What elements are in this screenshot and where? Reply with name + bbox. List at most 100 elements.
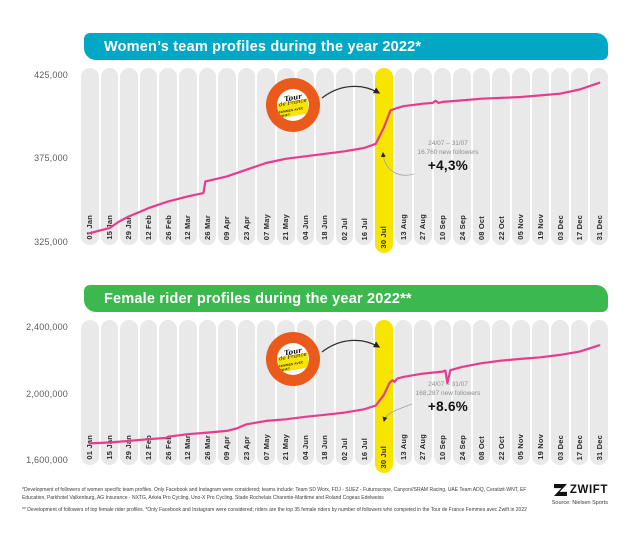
x-axis-label: 02 Jul (340, 217, 350, 240)
x-axis-label: 23 Apr (242, 215, 252, 240)
x-axis-pills-riders: 01 Jan 15 Jan 29 Jan 12 Feb 26 Feb 12 Mar 26 M… (81, 320, 609, 473)
logo-ring: Tour de France FEMMES AVEC ZWIFT (266, 332, 320, 386)
logo-ring: Tour de France FEMMES AVEC ZWIFT (266, 78, 320, 132)
chart-title-teams: Women’s team profiles during the year 20… (104, 38, 422, 55)
x-axis-label: 04 Jun (300, 215, 310, 240)
y-axis-label: 2,400,000 (26, 322, 68, 332)
x-axis-pills-teams: 01 Jan 15 Jan 29 Jan 12 Feb 26 Feb 12 Mar 26 M… (81, 68, 609, 253)
x-axis-label: 21 May (281, 433, 291, 460)
x-tick-pill-highlight: 30 Jul (374, 320, 393, 473)
x-axis-label: 22 Oct (496, 435, 506, 460)
x-axis-label: 13 Aug (398, 214, 408, 240)
x-axis-label: 17 Dec (575, 214, 585, 240)
x-axis-label: 29 Jan (124, 215, 134, 240)
x-axis-label: 23 Apr (242, 435, 252, 460)
x-tick-pill: 23 Apr (237, 68, 256, 245)
x-tick-pill-highlight: 30 Jul (374, 68, 393, 253)
x-axis-label: 27 Aug (418, 434, 428, 460)
tour-de-france-femmes-logo: Tour de France FEMMES AVEC ZWIFT (266, 78, 320, 132)
x-tick-pill: 19 Nov (531, 320, 550, 465)
x-tick-pill: 29 Jan (120, 320, 138, 465)
x-axis-label: 10 Sep (437, 434, 447, 460)
x-axis-label: 08 Oct (477, 435, 487, 460)
x-tick-pill: 09 Apr (218, 320, 236, 465)
x-axis-label: 29 Jan (124, 435, 134, 460)
x-tick-pill: 12 Mar (178, 320, 197, 465)
x-axis-label: 13 Aug (398, 434, 408, 460)
x-axis-label: 16 Jul (359, 217, 369, 240)
x-axis-label: 31 Dec (594, 434, 604, 460)
x-axis-label: 26 Feb (163, 435, 173, 460)
logo-core: Tour de France FEMMES AVEC ZWIFT (277, 343, 309, 375)
x-axis-label: 08 Oct (477, 215, 487, 240)
y-axis-label: 1,600,000 (26, 455, 68, 465)
annotation-period: 24/07 – 31/07 (428, 140, 468, 147)
y-axis-label: 375,000 (34, 153, 68, 163)
x-tick-pill: 01 Jan (81, 320, 99, 465)
x-axis-label: 07 May (261, 433, 271, 460)
x-tick-pill: 05 Nov (512, 68, 530, 245)
x-tick-pill: 29 Jan (120, 68, 138, 245)
x-axis-label: 03 Dec (555, 434, 565, 460)
chart-title-banner-teams: Women’s team profiles during the year 20… (84, 33, 608, 60)
x-axis-label: 15 Jan (104, 435, 114, 460)
x-axis-label: 18 Jun (320, 215, 330, 240)
x-tick-pill: 15 Jan (100, 68, 119, 245)
annotation-teams: 24/07 – 31/07 16.760 new followers +4,3% (393, 139, 503, 173)
source-credit: Source: Nielsen Sports (551, 500, 608, 506)
x-tick-pill: 26 Mar (198, 320, 217, 465)
x-tick-pill: 16 Jul (355, 320, 373, 465)
x-tick-pill: 26 Mar (198, 68, 217, 245)
annotation-riders: 24/07 – 31/07 168,287 new followers +8.6… (393, 380, 503, 414)
annotation-percentage: +8.6% (427, 399, 469, 415)
x-axis-label: 26 Mar (202, 215, 212, 240)
x-axis-label: 09 Apr (222, 435, 232, 460)
x-axis-label: 07 May (261, 213, 271, 240)
zwift-logo-icon (553, 484, 567, 496)
x-axis-label: 15 Jan (104, 215, 114, 240)
x-axis-label: 26 Mar (202, 435, 212, 460)
x-tick-pill: 31 Dec (590, 68, 609, 245)
x-axis-label: 04 Jun (300, 435, 310, 460)
x-tick-pill: 31 Dec (590, 320, 609, 465)
annotation-followers: 16.760 new followers (417, 149, 479, 157)
x-axis-label: 05 Nov (516, 434, 526, 460)
x-axis-label: 24 Sep (457, 214, 467, 240)
x-axis-label: 18 Jun (320, 435, 330, 460)
chart-title-banner-riders: Female rider profiles during the year 20… (84, 285, 608, 312)
x-axis-label: 12 Feb (144, 435, 154, 460)
logo-core: Tour de France FEMMES AVEC ZWIFT (277, 89, 309, 121)
x-tick-pill: 19 Nov (531, 68, 550, 245)
x-tick-pill: 12 Mar (178, 68, 197, 245)
x-tick-pill: 09 Apr (218, 68, 236, 245)
x-axis-label: 30 Jul (379, 225, 389, 248)
x-axis-label: 16 Jul (359, 437, 369, 460)
footnote-riders: ** Development of followers of top femal… (22, 507, 527, 513)
x-tick-pill: 01 Jan (81, 68, 99, 245)
x-axis-label: 19 Nov (535, 214, 545, 240)
x-axis-label: 02 Jul (340, 437, 350, 460)
x-tick-pill: 12 Feb (139, 320, 158, 465)
x-axis-label: 01 Jan (85, 435, 95, 460)
y-axis-label: 2,000,000 (26, 388, 68, 399)
x-axis-label: 19 Nov (535, 434, 545, 460)
x-axis-label: 03 Dec (555, 214, 565, 240)
x-axis-label: 26 Feb (163, 215, 173, 240)
x-axis-label: 17 Dec (575, 434, 585, 460)
x-tick-pill: 03 Dec (551, 68, 569, 245)
x-axis-label: 22 Oct (496, 215, 506, 240)
x-axis-label: 09 Apr (222, 215, 232, 240)
footnote-teams: *Development of followers of women speci… (22, 487, 527, 501)
x-tick-pill: 26 Feb (159, 320, 177, 465)
x-axis-label: 31 Dec (594, 214, 604, 240)
tour-de-france-femmes-logo: Tour de France FEMMES AVEC ZWIFT (266, 332, 320, 386)
annotation-period: 24/07 – 31/07 (428, 381, 468, 388)
annotation-followers: 168,287 new followers (415, 390, 481, 398)
x-tick-pill: 16 Jul (355, 68, 373, 245)
x-axis-label: 10 Sep (437, 214, 447, 240)
x-tick-pill: 03 Dec (551, 320, 569, 465)
x-tick-pill: 02 Jul (335, 68, 354, 245)
x-axis-label: 30 Jul (379, 445, 389, 468)
x-tick-pill: 15 Jan (100, 320, 119, 465)
